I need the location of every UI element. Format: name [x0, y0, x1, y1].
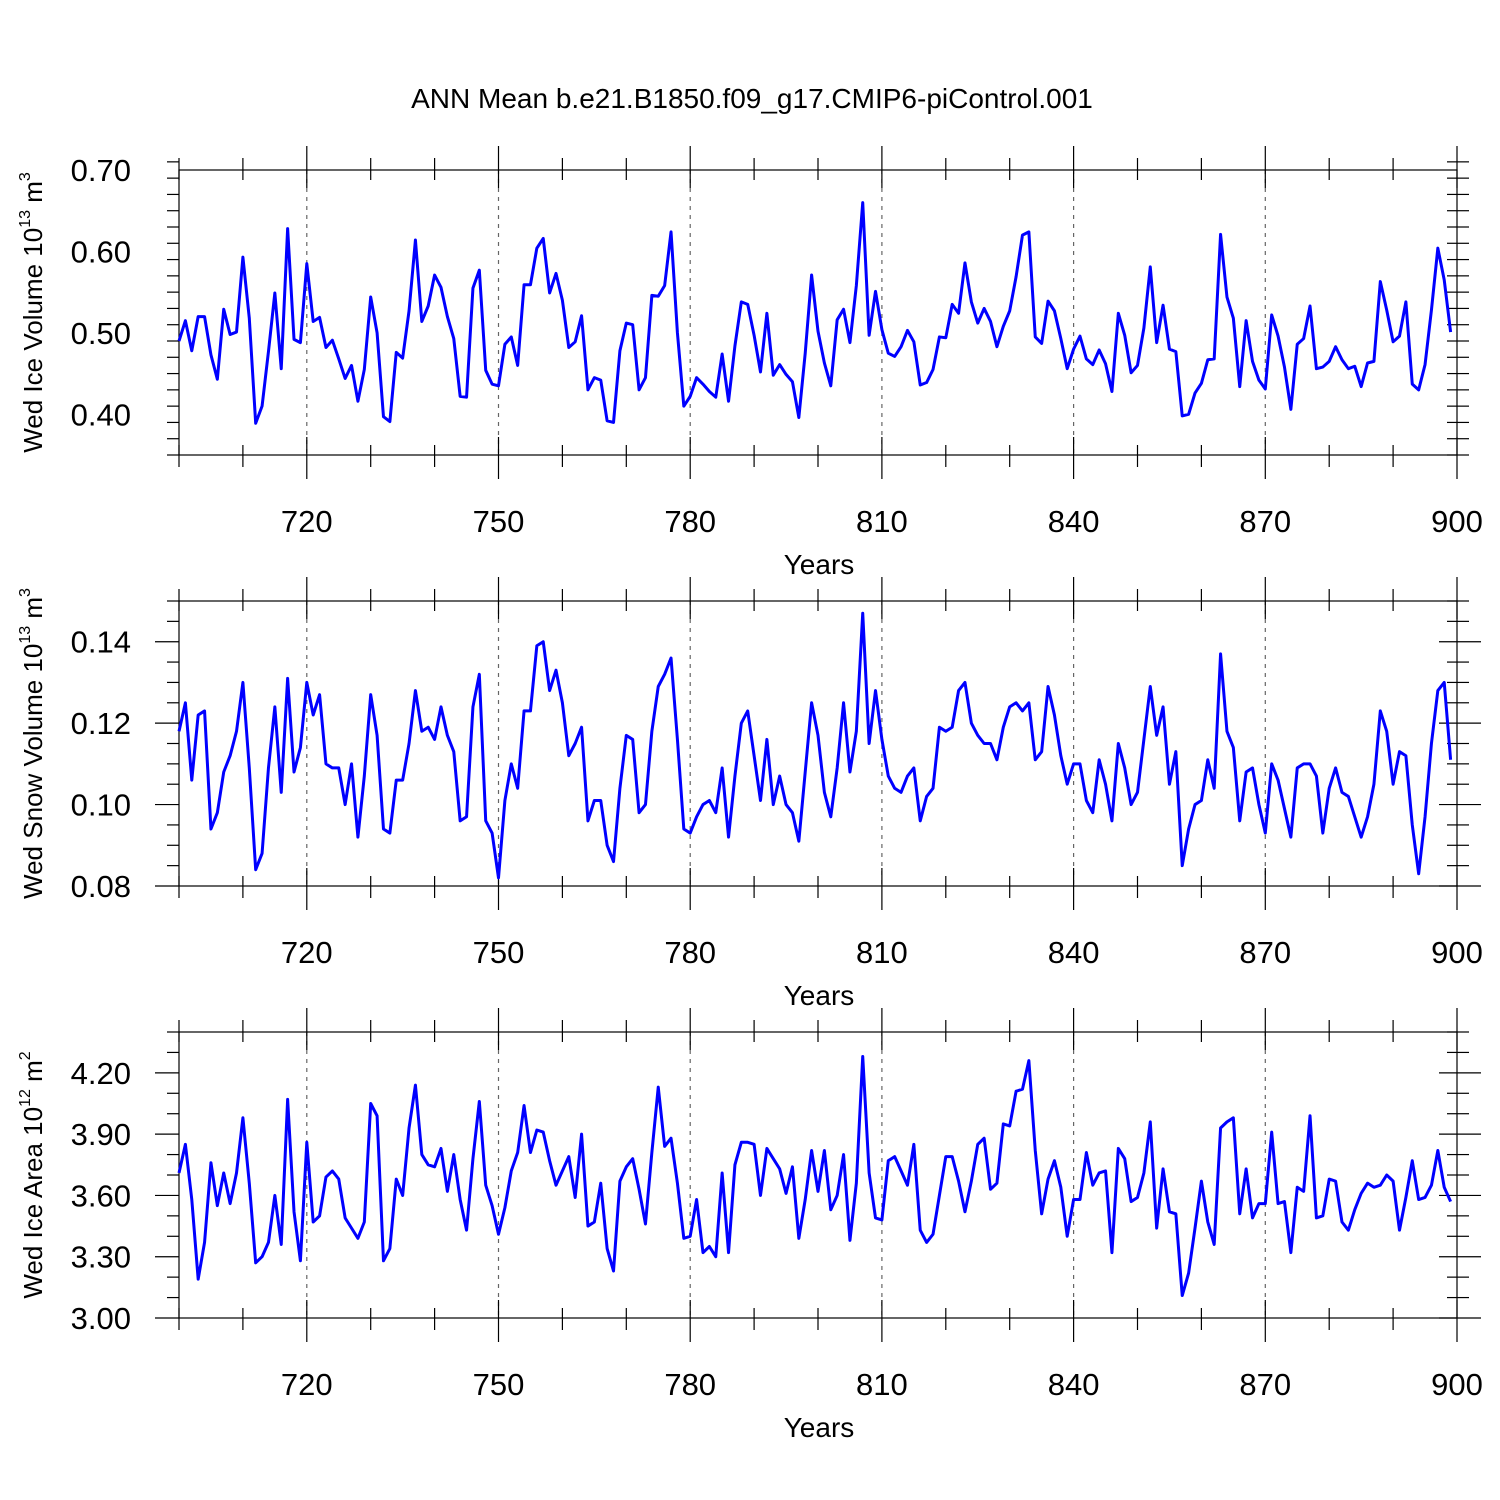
y-tick-label: 0.60: [71, 234, 131, 269]
series-line: [177, 611, 1453, 880]
y-tick-label: 0.40: [71, 397, 131, 432]
x-axis-title: Years: [784, 1412, 855, 1443]
series-line: [177, 201, 1453, 425]
x-axis-title: Years: [784, 980, 855, 1011]
y-tick-label: 0.10: [71, 788, 131, 823]
x-tick-label: 810: [856, 1367, 908, 1402]
x-tick-label: 840: [1048, 504, 1100, 539]
panel-ice-area: 720 750 780 810 840 870 900 Years 3.00 3.30 3.60 3.…: [17, 1008, 1483, 1443]
x-tick-label: 900: [1431, 1367, 1483, 1402]
x-tick-label: 840: [1048, 1367, 1100, 1402]
y-tick-label: 0.08: [71, 869, 131, 904]
y-axis-title: Wed Ice Area 1012 m2: [17, 1051, 48, 1298]
x-tick-label: 750: [473, 935, 525, 970]
x-tick-label: 720: [281, 935, 333, 970]
x-tick-label: 810: [856, 504, 908, 539]
x-tick-label: 780: [664, 1367, 716, 1402]
y-axis-title: Wed Snow Volume 1013 m3: [17, 588, 48, 899]
series-line: [177, 1055, 1452, 1298]
panel-snow-volume: 720 750 780 810 840 870 900 Years 0.08 0.10 0.12 0.…: [17, 577, 1483, 1011]
y-tick-label: 0.12: [71, 706, 131, 741]
x-tick-label: 870: [1239, 1367, 1291, 1402]
panel-ice-volume: 720 750 780 810 840 870 900 Years 0.40 0.50 0.60 0.…: [17, 146, 1483, 580]
y-tick-label: 3.00: [71, 1301, 131, 1336]
x-tick-label: 720: [281, 504, 333, 539]
x-tick-label: 810: [856, 935, 908, 970]
x-tick-label: 750: [473, 1367, 525, 1402]
x-tick-label: 720: [281, 1367, 333, 1402]
x-tick-label: 840: [1048, 935, 1100, 970]
x-tick-label: 870: [1239, 935, 1291, 970]
y-tick-label: 3.90: [71, 1117, 131, 1152]
y-tick-label: 3.30: [71, 1240, 131, 1275]
figure-title: ANN Mean b.e21.B1850.f09_g17.CMIP6-piCon…: [411, 83, 1093, 114]
x-axis-title: Years: [784, 549, 855, 580]
y-tick-label: 3.60: [71, 1178, 131, 1213]
y-tick-label: 0.70: [71, 153, 131, 188]
y-axis-title: Wed Ice Volume 1013 m3: [17, 172, 48, 453]
x-tick-label: 780: [664, 504, 716, 539]
x-tick-label: 780: [664, 935, 716, 970]
y-tick-label: 4.20: [71, 1056, 131, 1091]
y-tick-label: 0.14: [71, 625, 131, 660]
x-tick-label: 750: [473, 504, 525, 539]
y-tick-label: 0.50: [71, 316, 131, 351]
x-tick-label: 900: [1431, 935, 1483, 970]
x-tick-label: 870: [1239, 504, 1291, 539]
x-tick-label: 900: [1431, 504, 1483, 539]
